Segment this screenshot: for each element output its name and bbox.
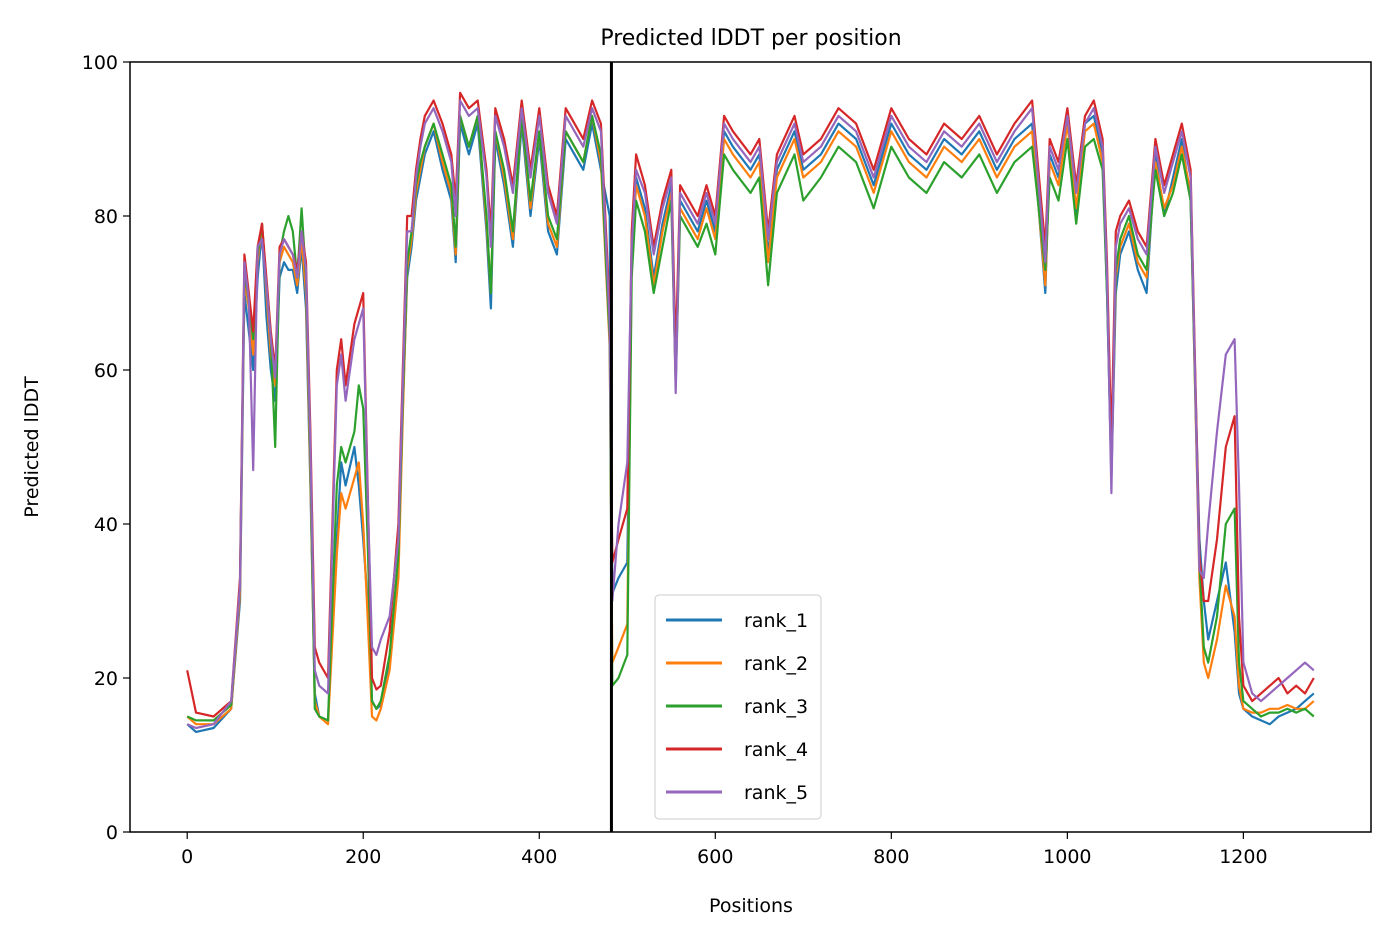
- y-tick-label: 20: [94, 668, 118, 690]
- x-tick-label: 200: [345, 846, 381, 868]
- y-axis-label: Predicted lDDT: [21, 376, 43, 518]
- y-tick-label: 100: [82, 52, 118, 74]
- y-tick-label: 80: [94, 206, 118, 228]
- legend: rank_1 rank_2 rank_3 rank_4 rank_5: [654, 594, 822, 820]
- legend-label-rank_4: rank_4: [744, 739, 808, 761]
- legend-label-rank_3: rank_3: [744, 696, 808, 718]
- y-tick-label: 0: [106, 822, 118, 844]
- x-tick-label: 600: [697, 846, 733, 868]
- legend-label-rank_2: rank_2: [744, 653, 808, 675]
- y-tick-label: 60: [94, 360, 118, 382]
- y-axis: 0 20 40 60 80 100: [82, 52, 130, 844]
- plot-frame: [129, 61, 1372, 833]
- x-tick-label: 400: [521, 846, 557, 868]
- x-tick-label: 1200: [1219, 846, 1267, 868]
- legend-label-rank_1: rank_1: [744, 610, 808, 632]
- x-axis: 0 200 400 600 800 1000 1200: [181, 832, 1268, 868]
- series-line-rank_5: [186, 99, 1315, 730]
- x-tick-label: 0: [181, 846, 193, 868]
- x-tick-label: 1000: [1043, 846, 1091, 868]
- chart-title: Predicted lDDT per position: [600, 26, 901, 51]
- x-tick-label: 800: [873, 846, 909, 868]
- legend-label-rank_5: rank_5: [744, 782, 808, 804]
- legend-box: [654, 594, 822, 820]
- y-tick-label: 40: [94, 514, 118, 536]
- x-axis-label: Positions: [709, 895, 793, 917]
- plot-area: [129, 61, 1372, 833]
- series-group: [186, 91, 1315, 734]
